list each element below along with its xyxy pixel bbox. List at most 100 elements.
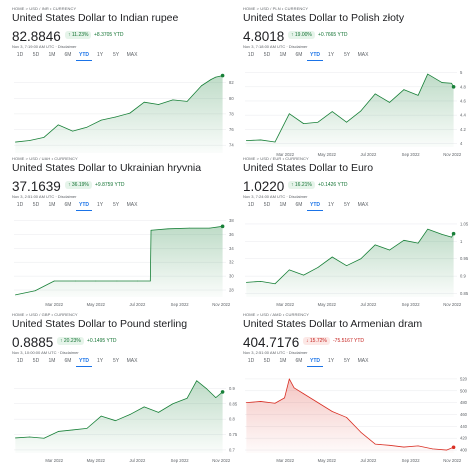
data-point — [29, 436, 31, 438]
y-tick-label: 400 — [460, 448, 468, 453]
y-tick-label: 520 — [460, 376, 468, 381]
breadcrumb[interactable]: HOME > USD / EUR • CURRENCY — [243, 156, 309, 161]
range-tab-6m[interactable]: 6M — [295, 52, 303, 58]
range-tab-5d[interactable]: 5D — [263, 358, 271, 364]
range-tab-max[interactable]: MAX — [126, 202, 138, 208]
breadcrumb[interactable]: HOME > USD / GBP • CURRENCY — [12, 312, 78, 317]
range-tab-5d[interactable]: 5D — [263, 202, 271, 208]
range-tab-1m[interactable]: 1M — [279, 52, 287, 58]
data-point — [331, 256, 333, 258]
range-tab-1y[interactable]: 1Y — [96, 52, 104, 58]
range-tab-max[interactable]: MAX — [357, 202, 369, 208]
data-point — [360, 110, 362, 112]
y-tick-label: 4.4 — [460, 113, 466, 118]
range-tab-5d[interactable]: 5D — [32, 358, 40, 364]
data-point — [116, 280, 118, 282]
y-tick-label: 78 — [229, 111, 234, 116]
range-tab-1d[interactable]: 1D — [247, 202, 255, 208]
range-tab-6m[interactable]: 6M — [64, 52, 72, 58]
price-chart[interactable]: 0.85 0.9 0.95 1 1.05 Mar 2022 May 2022 Jul 2022… — [243, 213, 474, 309]
range-tab-ytd[interactable]: YTD — [307, 52, 323, 61]
range-tab-5y[interactable]: 5Y — [112, 358, 120, 364]
range-tab-1m[interactable]: 1M — [279, 358, 287, 364]
range-selector: 1D 5D 1M 6M YTD 1Y 5Y MAX — [12, 52, 140, 61]
range-tab-1m[interactable]: 1M — [48, 52, 56, 58]
range-tab-5y[interactable]: 5Y — [343, 358, 351, 364]
data-point — [43, 437, 45, 439]
absolute-change: +0.7665 YTD — [318, 32, 348, 38]
current-price: 82.8846 — [12, 29, 61, 44]
range-tab-5d[interactable]: 5D — [32, 52, 40, 58]
y-tick-label: 38 — [229, 218, 234, 223]
data-point — [389, 102, 390, 103]
x-tick-label: May 2022 — [318, 458, 337, 463]
range-tab-1d[interactable]: 1D — [16, 358, 24, 364]
range-tab-1m[interactable]: 1M — [48, 202, 56, 208]
range-tab-1d[interactable]: 1D — [247, 52, 255, 58]
range-tab-5y[interactable]: 5Y — [343, 52, 351, 58]
data-point — [196, 380, 198, 382]
x-tick-label: Sep 2022 — [171, 302, 190, 307]
breadcrumb[interactable]: HOME > USD / UAH • CURRENCY — [12, 156, 78, 161]
y-tick-label: 74 — [229, 143, 234, 148]
range-tab-5y[interactable]: 5Y — [112, 52, 120, 58]
series-line — [246, 378, 454, 451]
range-tab-max[interactable]: MAX — [126, 52, 138, 58]
price-chart[interactable]: 400 420 440 460 480 500 520 Mar 2022 May 2022 Jul… — [243, 369, 474, 465]
y-tick-label: 4.8 — [460, 84, 466, 89]
panel-usd-uah: HOME > USD / UAH • CURRENCY United States… — [12, 156, 244, 310]
current-value-marker — [451, 85, 456, 89]
y-tick-label: 0.7 — [229, 447, 235, 452]
range-tab-max[interactable]: MAX — [357, 358, 369, 364]
range-tab-1m[interactable]: 1M — [48, 358, 56, 364]
range-tab-6m[interactable]: 6M — [64, 358, 72, 364]
breadcrumb[interactable]: HOME > USD / INR • CURRENCY — [12, 6, 77, 11]
range-tab-max[interactable]: MAX — [126, 358, 138, 364]
range-tab-1d[interactable]: 1D — [16, 202, 24, 208]
price-chart[interactable]: 74 76 78 80 82 — [12, 63, 244, 159]
range-tab-1y[interactable]: 1Y — [96, 202, 104, 208]
range-tab-6m[interactable]: 6M — [64, 202, 72, 208]
data-point — [303, 123, 304, 124]
range-tab-1y[interactable]: 1Y — [327, 202, 335, 208]
data-point — [451, 236, 452, 238]
range-tab-1d[interactable]: 1D — [16, 52, 24, 58]
range-tab-5d[interactable]: 5D — [32, 202, 40, 208]
range-tab-ytd[interactable]: YTD — [307, 202, 323, 211]
price-chart[interactable]: 4 4.2 4.4 4.6 4.8 5 Mar 2022 May 2022 Jul 2022 Se… — [243, 63, 474, 159]
breadcrumb[interactable]: HOME > USD / PLN • CURRENCY — [243, 6, 309, 11]
breadcrumb[interactable]: HOME > USD / AMD • CURRENCY — [243, 312, 309, 317]
range-tab-ytd[interactable]: YTD — [76, 202, 92, 211]
data-point — [303, 393, 304, 395]
range-tab-1y[interactable]: 1Y — [327, 358, 335, 364]
range-tab-max[interactable]: MAX — [357, 52, 369, 58]
x-tick-label: Mar 2022 — [45, 302, 63, 307]
percent-change-badge: ↑ 36.19% — [65, 181, 92, 189]
current-price: 1.0220 — [243, 179, 285, 194]
x-tick-label: Jul 2022 — [360, 152, 377, 157]
percent-change-badge: ↓ 15.72% — [303, 337, 330, 345]
data-point — [417, 242, 419, 244]
range-tab-1y[interactable]: 1Y — [96, 358, 104, 364]
range-tab-1y[interactable]: 1Y — [327, 52, 335, 58]
range-tab-5y[interactable]: 5Y — [343, 202, 351, 208]
range-tab-1d[interactable]: 1D — [247, 358, 255, 364]
range-tab-ytd[interactable]: YTD — [76, 358, 92, 367]
data-point — [260, 401, 262, 402]
data-point — [158, 412, 159, 413]
range-tab-5d[interactable]: 5D — [263, 52, 271, 58]
y-tick-label: 0.95 — [460, 256, 469, 261]
timestamp: Nov 3, 2:51:00 AM UTC · Disclaimer — [243, 350, 308, 355]
range-tab-5y[interactable]: 5Y — [112, 202, 120, 208]
data-point — [288, 378, 290, 380]
range-tab-1m[interactable]: 1M — [279, 202, 287, 208]
range-tab-ytd[interactable]: YTD — [307, 358, 323, 367]
range-tab-ytd[interactable]: YTD — [76, 52, 92, 61]
range-tab-6m[interactable]: 6M — [295, 202, 303, 208]
data-point — [246, 282, 247, 283]
price-chart[interactable]: 0.7 0.75 0.8 0.85 0.9 Mar 2022 May 2022 Jul 202… — [12, 369, 244, 465]
range-tab-6m[interactable]: 6M — [295, 358, 303, 364]
price-chart[interactable]: 28 30 32 34 36 38 Mar 2022 May 2022 Jul 2022 Sep … — [12, 213, 244, 309]
absolute-change: -75.5167 YTD — [333, 338, 365, 344]
data-point — [53, 280, 55, 282]
